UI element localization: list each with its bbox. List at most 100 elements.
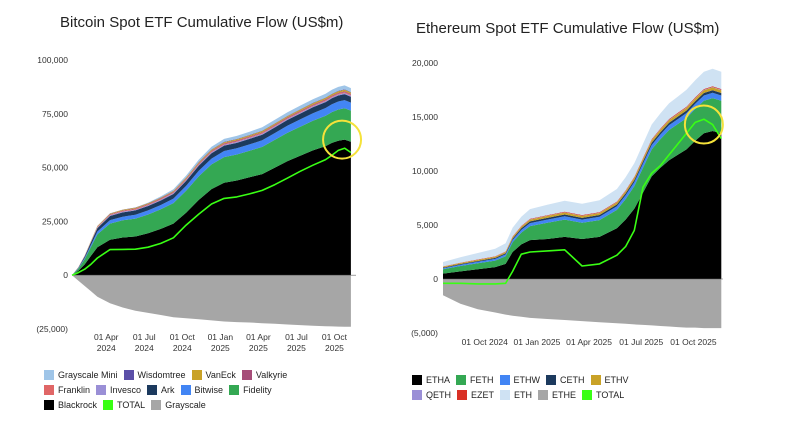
legend-swatch-fidelity: [229, 384, 240, 395]
bitcoin-x-tick-label: 01 Apr: [94, 332, 119, 342]
bitcoin-chart-panel: Bitcoin Spot ETF Cumulative Flow (US$m) …: [36, 14, 363, 412]
bitcoin-area-blackrock: [72, 139, 351, 276]
legend-label-ceth: CETH: [560, 374, 585, 385]
legend-item-vaneck: VanEck: [191, 369, 236, 380]
bitcoin-x-tick-label: 2024: [135, 343, 154, 353]
legend-label-total: TOTAL: [117, 399, 146, 410]
ethereum-y-tick-label: 15,000: [412, 112, 438, 122]
legend-swatch-total: [103, 399, 114, 410]
bitcoin-area-fidelity: [72, 108, 351, 276]
legend-swatch-ceth: [546, 374, 557, 385]
ethereum-area-eth: [443, 68, 722, 267]
legend-label-wisdomtree: Wisdomtree: [137, 369, 186, 380]
legend-swatch-etha: [412, 374, 422, 385]
ethereum-chart-legend: ETHA FETH ETHW CETH ETHV QETH EZET ETH ETHE TOTAL: [412, 372, 635, 402]
ethereum-y-tick-label: (5,000): [411, 328, 438, 338]
bitcoin-y-tick-label: (25,000): [36, 324, 68, 334]
legend-swatch-blackrock: [44, 399, 54, 410]
legend-swatch-valkyrie: [241, 369, 252, 380]
ethereum-x-tick-label: 01 Oct 2024: [462, 337, 509, 347]
bitcoin-highlight-circle: [322, 119, 363, 160]
bitcoin-x-tick-label: 2024: [97, 343, 116, 353]
legend-label-total: TOTAL: [596, 389, 625, 400]
legend-label-ezet: EZET: [471, 389, 495, 400]
bitcoin-legend-row: Grayscale Mini Wisdomtree VanEck Valkyrie: [44, 367, 293, 382]
legend-item-valkyrie: Valkyrie: [241, 369, 288, 380]
legend-label-ark: Ark: [161, 384, 175, 395]
legend-label-eth: ETH: [514, 389, 533, 400]
bitcoin-chart-title: Bitcoin Spot ETF Cumulative Flow (US$m): [60, 14, 344, 31]
legend-item-feth: FETH: [456, 374, 494, 385]
bitcoin-legend-row: Blackrock TOTAL Grayscale: [44, 397, 293, 412]
legend-item-ezet: EZET: [457, 389, 495, 400]
bitcoin-x-tick-label: 2025: [211, 343, 230, 353]
ethereum-x-tick-label: 01 Apr 2025: [566, 337, 612, 347]
legend-label-bitwise: Bitwise: [194, 384, 224, 395]
legend-label-vaneck: VanEck: [205, 369, 236, 380]
legend-label-feth: FETH: [470, 374, 494, 385]
legend-swatch-ark: [147, 384, 158, 395]
legend-item-ethv: ETHV: [590, 374, 629, 385]
legend-item-etha: ETHA: [412, 374, 451, 385]
ethereum-y-tick-label: 10,000: [412, 166, 438, 176]
bitcoin-x-tick-label: 01 Jul: [285, 332, 308, 342]
legend-label-qeth: QETH: [426, 389, 452, 400]
legend-item-bitwise: Bitwise: [180, 384, 224, 395]
legend-item-qeth: QETH: [412, 389, 452, 400]
legend-item-grayscale: Grayscale: [151, 399, 206, 410]
legend-item-total: TOTAL: [103, 399, 146, 410]
legend-swatch-bitwise: [180, 384, 191, 395]
legend-label-ethe: ETHE: [552, 389, 577, 400]
legend-label-invesco: Invesco: [110, 384, 142, 395]
ethereum-x-tick-label: 01 Oct 2025: [670, 337, 717, 347]
legend-label-etha: ETHA: [426, 374, 451, 385]
legend-item-eth: ETH: [500, 389, 533, 400]
legend-swatch-vaneck: [191, 369, 202, 380]
legend-label-fidelity: Fidelity: [243, 384, 272, 395]
bitcoin-x-tick-label: 01 Oct: [170, 332, 196, 342]
legend-swatch-ethw: [499, 374, 510, 385]
bitcoin-x-tick-label: 2024: [173, 343, 192, 353]
legend-swatch-qeth: [412, 389, 422, 400]
legend-label-grayscale-mini: Grayscale Mini: [58, 369, 118, 380]
legend-swatch-ezet: [457, 389, 468, 400]
legend-item-grayscale-mini: Grayscale Mini: [44, 369, 118, 380]
legend-swatch-grayscale-mini: [44, 369, 54, 380]
legend-swatch-eth: [500, 389, 511, 400]
legend-item-ark: Ark: [147, 384, 175, 395]
bitcoin-x-tick-label: 01 Oct: [322, 332, 348, 342]
legend-item-wisdomtree: Wisdomtree: [123, 369, 186, 380]
ethereum-area-ethw: [443, 92, 722, 270]
legend-swatch-franklin: [44, 384, 54, 395]
legend-item-franklin: Franklin: [44, 384, 91, 395]
bitcoin-legend-row: Franklin Invesco Ark Bitwise Fidelity: [44, 382, 293, 397]
ethereum-legend-row: ETHA FETH ETHW CETH ETHV: [412, 372, 635, 387]
ethereum-area-feth: [443, 98, 722, 274]
legend-swatch-ethv: [590, 374, 601, 385]
bitcoin-x-tick-label: 01 Jul: [133, 332, 156, 342]
bitcoin-x-tick-label: 2025: [287, 343, 306, 353]
ethereum-y-tick-label: 0: [433, 274, 438, 284]
legend-swatch-total: [582, 389, 593, 400]
bitcoin-area-grayscale: [72, 275, 351, 327]
legend-swatch-feth: [456, 374, 467, 385]
ethereum-legend-row: QETH EZET ETH ETHE TOTAL: [412, 387, 635, 402]
legend-item-ceth: CETH: [546, 374, 585, 385]
legend-label-franklin: Franklin: [58, 384, 91, 395]
bitcoin-x-tick-label: 01 Jan: [208, 332, 234, 342]
bitcoin-x-tick-label: 2025: [249, 343, 268, 353]
legend-label-valkyrie: Valkyrie: [255, 369, 288, 380]
legend-item-ethw: ETHW: [499, 374, 540, 385]
ethereum-chart-panel: Ethereum Spot ETF Cumulative Flow (US$m)…: [400, 0, 800, 432]
bitcoin-y-tick-label: 25,000: [42, 216, 68, 226]
legend-label-ethv: ETHV: [604, 374, 629, 385]
ethereum-x-tick-label: 01 Jan 2025: [514, 337, 561, 347]
ethereum-highlight-circle: [683, 104, 724, 145]
bitcoin-x-tick-label: 2025: [325, 343, 344, 353]
bitcoin-y-tick-label: 100,000: [37, 55, 68, 65]
legend-swatch-invesco: [96, 384, 107, 395]
ethereum-chart-title: Ethereum Spot ETF Cumulative Flow (US$m): [416, 20, 720, 37]
ethereum-y-tick-label: 20,000: [412, 58, 438, 68]
legend-swatch-ethe: [538, 389, 549, 400]
ethereum-y-tick-label: 5,000: [417, 220, 439, 230]
